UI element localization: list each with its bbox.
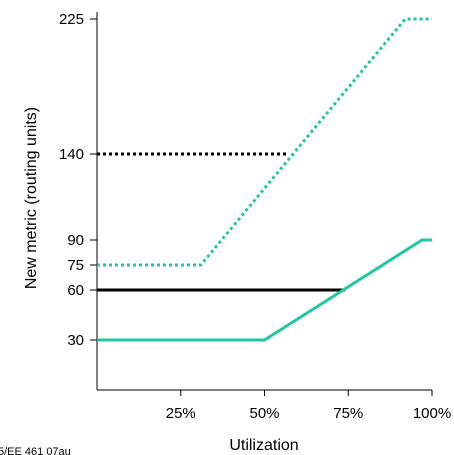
y-tick-label: 60	[67, 282, 84, 299]
x-ticks: 25% 50% 75% 100%	[166, 390, 451, 422]
x-tick-label: 25%	[166, 405, 196, 422]
series-line-4	[97, 238, 432, 342]
y-tick-label: 30	[67, 332, 84, 349]
y-tick-label: 90	[67, 232, 84, 249]
credit-text: 5/EE 461 07au	[0, 446, 71, 455]
y-axis-title: New metric (routing units)	[23, 107, 40, 289]
y-tick-label: 75	[67, 257, 84, 274]
y-tick-label: 225	[59, 11, 84, 28]
series-layer	[97, 17, 432, 342]
x-tick-label: 100%	[413, 405, 451, 422]
axes	[96, 12, 432, 391]
y-tick-label: 140	[59, 146, 84, 163]
series-line-1	[97, 17, 432, 267]
x-tick-label: 50%	[249, 405, 279, 422]
x-axis-title: Utilization	[229, 437, 298, 454]
x-tick-label: 75%	[333, 405, 363, 422]
y-ticks: 30 60 75 90 140 225	[59, 11, 97, 349]
